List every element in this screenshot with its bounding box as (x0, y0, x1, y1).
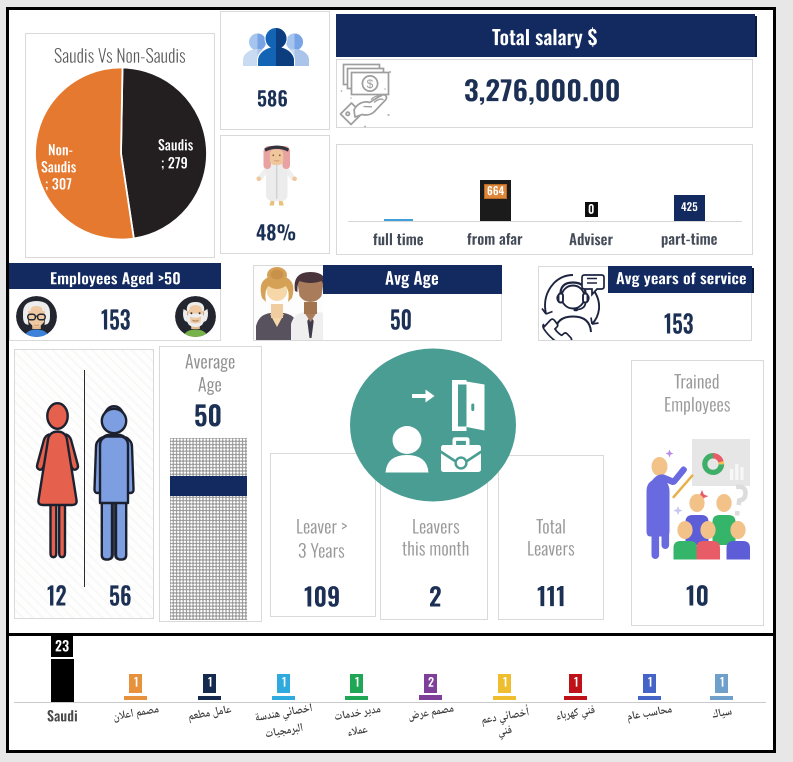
svg-text:$: $ (367, 77, 374, 91)
